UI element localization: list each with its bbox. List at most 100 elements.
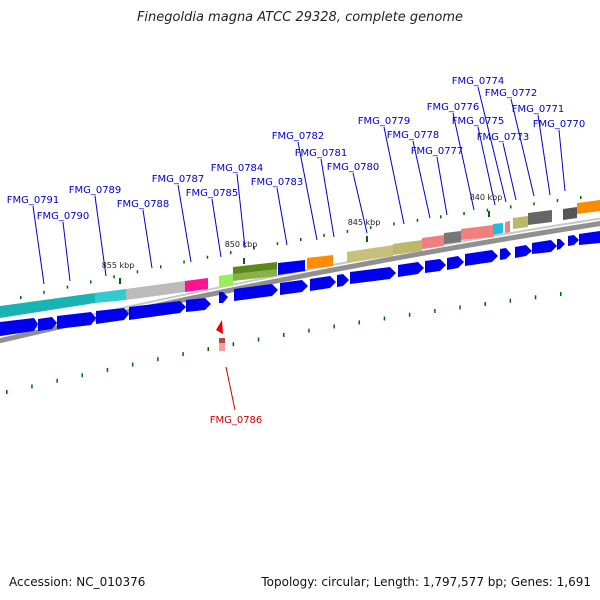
cds-arrow[interactable] <box>425 259 446 273</box>
gene-label-fmg-0770[interactable]: FMG_0770 <box>533 119 586 192</box>
feature-orange-1[interactable] <box>307 255 333 269</box>
cds-arrow[interactable] <box>532 240 557 254</box>
gene-label-fmg-0783[interactable]: FMG_0783 <box>251 177 304 246</box>
gene-label-text[interactable]: FMG_0779 <box>358 116 411 127</box>
cds-arrow[interactable] <box>129 301 186 320</box>
gene-label-text[interactable]: FMG_0771 <box>512 104 565 115</box>
gene-label-fmg-0778[interactable]: FMG_0778 <box>387 130 440 219</box>
feature-salmon-1[interactable] <box>422 235 444 249</box>
cds-arrow[interactable] <box>398 262 424 277</box>
cds-arrow[interactable] <box>568 235 579 246</box>
gene-label-text[interactable]: FMG_0778 <box>387 130 440 141</box>
feature-khaki-1[interactable] <box>347 245 393 263</box>
feature-khaki-3[interactable] <box>513 216 528 229</box>
feature-darkgray-3[interactable] <box>563 207 577 220</box>
feature-gray-1[interactable] <box>126 281 185 300</box>
gene-label-line <box>62 221 71 282</box>
gene-label-text[interactable]: FMG_0791 <box>7 195 60 206</box>
gene-label-text[interactable]: FMG_0773 <box>477 132 530 143</box>
highlight-gene-label[interactable]: FMG_0786 <box>210 415 263 426</box>
highlight-gene-marker[interactable]: FMG_0786 <box>210 320 263 426</box>
feature-olive-1b[interactable] <box>233 269 277 281</box>
feature-khaki-2[interactable] <box>393 240 422 255</box>
gene-label-line <box>32 205 45 285</box>
cds-arrow[interactable] <box>38 317 57 331</box>
gene-label-fmg-0784[interactable]: FMG_0784 <box>211 163 264 249</box>
gene-label-fmg-0777[interactable]: FMG_0777 <box>411 146 464 216</box>
gene-label-fmg-0782[interactable]: FMG_0782 <box>272 131 325 241</box>
cds-arrow[interactable] <box>579 231 600 245</box>
kbp-major-tick <box>119 278 121 284</box>
gene-label-text[interactable]: FMG_0783 <box>251 177 304 188</box>
gene-label-fmg-0791[interactable]: FMG_0791 <box>7 195 60 285</box>
gene-label-text[interactable]: FMG_0789 <box>69 185 122 196</box>
gene-label-text[interactable]: FMG_0790 <box>37 211 90 222</box>
cds-arrow[interactable] <box>557 239 565 250</box>
gene-label-text[interactable]: FMG_0781 <box>295 148 348 159</box>
feature-salmon-3[interactable] <box>505 221 510 233</box>
cds-arrow[interactable] <box>0 318 38 336</box>
gene-label-fmg-0790[interactable]: FMG_0790 <box>37 211 90 282</box>
cds-arrow[interactable] <box>186 298 211 312</box>
gene-label-fmg-0779[interactable]: FMG_0779 <box>358 116 411 225</box>
map-title: Finegoldia magna ATCC 29328, complete ge… <box>136 10 464 25</box>
feature-lightgreen-1[interactable] <box>219 274 233 287</box>
scale-tick-lower <box>283 333 285 337</box>
gene-label-fmg-0776[interactable]: FMG_0776 <box>427 102 480 211</box>
gene-label-text[interactable]: FMG_0770 <box>533 119 586 130</box>
feature-cyan-3[interactable] <box>493 223 503 235</box>
gene-label-line <box>94 195 107 277</box>
gene-label-fmg-0773[interactable]: FMG_0773 <box>477 132 530 201</box>
cds-arrow[interactable] <box>350 267 396 284</box>
gene-label-text[interactable]: FMG_0772 <box>485 88 538 99</box>
gene-label-fmg-0785[interactable]: FMG_0785 <box>186 188 239 258</box>
gene-label-text[interactable]: FMG_0777 <box>411 146 464 157</box>
feature-magenta-1[interactable] <box>185 278 208 292</box>
scale-tick-lower <box>308 328 310 333</box>
feature-darkgray-1[interactable] <box>444 231 461 244</box>
gene-label-text[interactable]: FMG_0775 <box>452 116 505 127</box>
kbp-label-layer: 855 kbp 850 kbp 845 kbp 840 kbp <box>102 193 502 284</box>
gene-label-text[interactable]: FMG_0774 <box>452 76 505 87</box>
feature-cyan-2[interactable] <box>95 289 126 303</box>
cds-arrow[interactable] <box>500 248 511 260</box>
gene-label-fmg-0771[interactable]: FMG_0771 <box>512 104 565 196</box>
gene-label-fmg-0788[interactable]: FMG_0788 <box>117 199 170 269</box>
feature-salmon-2[interactable] <box>461 225 493 240</box>
gene-label-text[interactable]: FMG_0780 <box>327 162 380 173</box>
gene-label-line <box>276 187 288 246</box>
cds-arrow[interactable] <box>310 276 336 291</box>
gene-label-fmg-0772[interactable]: FMG_0772 <box>485 88 538 197</box>
cds-arrow[interactable] <box>57 312 96 329</box>
feature-orange-2[interactable] <box>577 200 600 214</box>
gene-label-text[interactable]: FMG_0776 <box>427 102 480 113</box>
feature-darkgray-2[interactable] <box>528 210 552 225</box>
scale-tick-lower <box>509 298 512 303</box>
gene-label-fmg-0781[interactable]: FMG_0781 <box>295 148 348 238</box>
gene-label-text[interactable]: FMG_0784 <box>211 163 264 174</box>
gene-label-text[interactable]: FMG_0785 <box>186 188 239 199</box>
cds-arrow[interactable] <box>280 280 308 295</box>
cds-arrow[interactable] <box>515 245 532 258</box>
cds-arrow[interactable] <box>219 292 228 303</box>
feature-blue-top-1[interactable] <box>278 260 305 275</box>
cds-arrow[interactable] <box>96 308 129 324</box>
gene-label-text[interactable]: FMG_0788 <box>117 199 170 210</box>
gene-label-fmg-0789[interactable]: FMG_0789 <box>69 185 122 277</box>
cds-arrow[interactable] <box>337 274 349 287</box>
scale-tick-lower <box>232 342 235 347</box>
feature-cyan-1[interactable] <box>0 293 95 318</box>
gene-label-fmg-0787[interactable]: FMG_0787 <box>152 174 205 263</box>
cds-arrow[interactable] <box>234 284 278 301</box>
gene-label-fmg-0780[interactable]: FMG_0780 <box>327 162 380 234</box>
gene-label-text[interactable]: FMG_0787 <box>152 174 205 185</box>
gene-label-text[interactable]: FMG_0782 <box>272 131 325 142</box>
gene-label-fmg-0774[interactable]: FMG_0774 <box>452 76 507 203</box>
scale-tick-lower <box>131 362 134 367</box>
scale-tick-lower <box>257 337 260 342</box>
cds-arrow[interactable] <box>447 256 464 270</box>
gene-label-fmg-0775[interactable]: FMG_0775 <box>452 116 505 206</box>
gene-label-line <box>211 198 222 258</box>
cds-arrow[interactable] <box>465 250 498 266</box>
